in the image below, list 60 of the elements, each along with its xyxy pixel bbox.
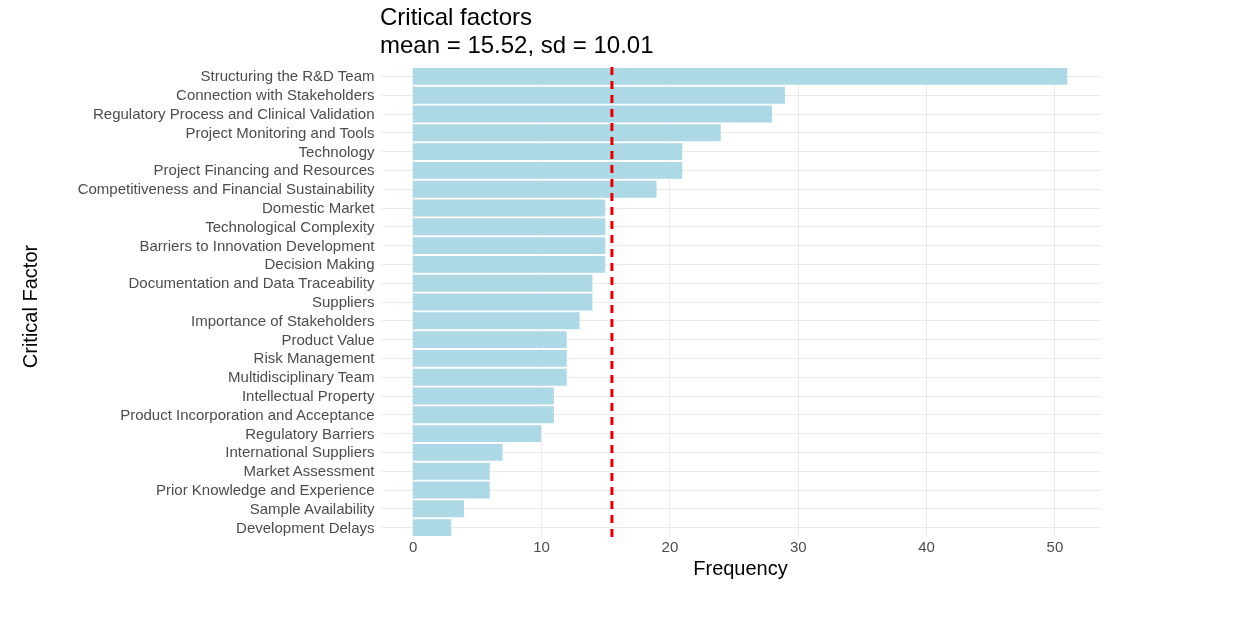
y-tick-label: Documentation and Data Traceability xyxy=(128,274,375,292)
bar xyxy=(412,481,490,499)
y-tick-label: Structuring the R&D Team xyxy=(200,67,375,85)
y-tick-label: Multidisciplinary Team xyxy=(228,368,375,386)
chart-title: Critical factors xyxy=(380,2,533,30)
bar xyxy=(412,161,683,179)
bar xyxy=(412,443,503,461)
bar xyxy=(412,180,657,198)
bar xyxy=(412,406,554,424)
y-tick-label: Technological Complexity xyxy=(205,217,375,235)
bar xyxy=(412,368,567,386)
y-tick-label: Suppliers xyxy=(311,293,375,310)
bar xyxy=(412,331,567,349)
bar xyxy=(412,199,606,217)
bar xyxy=(412,86,785,104)
y-tick-label: Decision Making xyxy=(264,255,375,273)
y-tick-label: Product Value xyxy=(281,330,375,348)
bar xyxy=(412,255,606,273)
x-tick-label: 0 xyxy=(409,537,418,555)
bar xyxy=(412,274,593,292)
bar xyxy=(412,105,773,123)
bar xyxy=(412,124,721,142)
x-tick-label: 50 xyxy=(1046,537,1064,555)
bar xyxy=(412,387,554,405)
x-tick-label: 30 xyxy=(789,537,807,555)
x-axis-title: Frequency xyxy=(693,556,788,579)
y-tick-label: Development Delays xyxy=(236,518,375,536)
y-tick-label: International Suppliers xyxy=(225,443,375,461)
y-tick-label: Regulatory Process and Clinical Validation xyxy=(92,105,375,122)
y-tick-label: Technology xyxy=(298,142,375,160)
y-tick-label: Barriers to Innovation Development xyxy=(139,236,376,254)
y-tick-label: Project Monitoring and Tools xyxy=(185,123,375,141)
bar xyxy=(412,312,580,330)
y-tick-label: Product Incorporation and Acceptance xyxy=(120,405,375,423)
chart-subtitle: mean = 15.52, sd = 10.01 xyxy=(380,30,654,58)
x-tick-label: 10 xyxy=(533,537,550,555)
bar xyxy=(412,218,606,236)
bar xyxy=(412,462,490,480)
bar xyxy=(412,519,452,537)
y-tick-label: Sample Availability xyxy=(249,499,375,517)
y-tick-label: Risk Management xyxy=(253,349,376,367)
x-tick-label: 20 xyxy=(661,537,679,555)
y-tick-label: Importance of Stakeholders xyxy=(191,311,375,329)
bar xyxy=(412,143,683,161)
y-tick-label: Competitiveness and Financial Sustainability xyxy=(77,180,375,198)
x-tick-label: 40 xyxy=(918,537,935,555)
bar xyxy=(412,293,593,311)
y-tick-label: Regulatory Barriers xyxy=(245,424,375,442)
bar xyxy=(412,500,465,518)
bar xyxy=(412,237,606,255)
y-tick-label: Project Financing and Resources xyxy=(153,161,375,179)
y-tick-label: Domestic Market xyxy=(261,199,376,216)
bar xyxy=(412,425,542,443)
bar xyxy=(412,349,567,367)
y-tick-label: Prior Knowledge and Experience xyxy=(156,481,375,498)
y-tick-label: Market Assessment xyxy=(243,462,376,480)
y-axis-title: Critical Factor xyxy=(18,244,41,369)
bar xyxy=(412,67,1068,85)
y-tick-label: Connection with Stakeholders xyxy=(176,86,375,104)
y-tick-label: Intellectual Property xyxy=(241,387,375,404)
